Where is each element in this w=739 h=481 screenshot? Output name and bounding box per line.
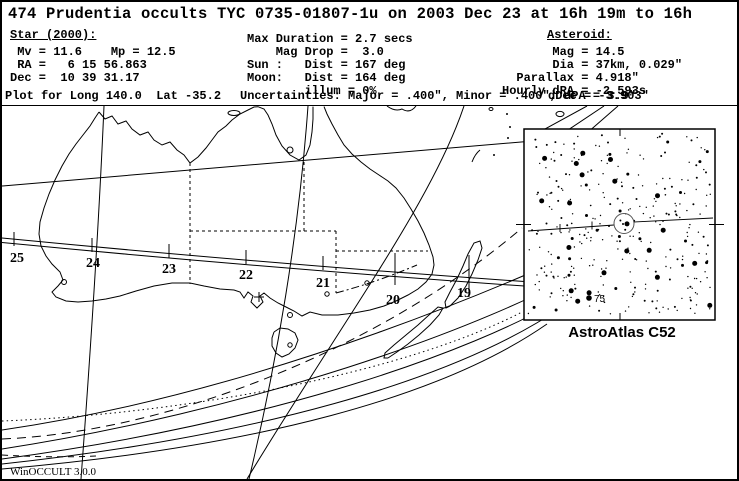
- groote-island: [287, 147, 293, 153]
- inset-frame: [523, 128, 716, 321]
- time-label-20: 20: [386, 293, 400, 308]
- asteroid-sky-track: [528, 218, 713, 231]
- reference-star-label: 75: [594, 294, 606, 305]
- city-markers: [61, 279, 370, 348]
- nz-south-island: [384, 307, 443, 358]
- path-time-ticks: [14, 232, 469, 297]
- time-label-23: 23: [162, 262, 176, 277]
- australia-coastline: [39, 106, 564, 358]
- target-star-circle: [613, 213, 635, 234]
- state-borders: [190, 162, 428, 293]
- map-canvas: 25 24 23 22 21 20 19 75 AstroAtlas C52 W…: [2, 106, 737, 480]
- star-mag-line: Mv = 11.6 Mp = 12.5: [10, 45, 176, 59]
- moon-dist-line: Moon: Dist = 164 deg: [247, 71, 406, 85]
- inset-edge-ticks: [516, 129, 724, 320]
- star-ra-line: RA = 6 15 56.863: [10, 58, 147, 72]
- tasmania-coastline: [272, 328, 298, 357]
- asteroid-block-heading: Asteroid:: [547, 28, 612, 42]
- time-label-19: 19: [457, 286, 471, 301]
- plot-site-line: Plot for Long 140.0 Lat -35.2: [5, 89, 222, 103]
- occultation-map: 25 24 23 22 21 20 19 75 AstroAtlas C52 W…: [2, 105, 737, 480]
- software-watermark: WinOCCULT 3.0.0: [10, 466, 97, 478]
- uncertainties-line: Uncertainties: Major = .400", Minor = .4…: [240, 89, 637, 103]
- star-chart-inset: 75 AstroAtlas C52: [516, 128, 724, 341]
- reference-star: [586, 295, 592, 301]
- new-caledonia: [472, 150, 480, 162]
- asteroid-ddec-line: dDec = -3.903": [548, 89, 649, 103]
- moon-illum-line: illum = 0%: [247, 84, 377, 98]
- asteroid-dra-line: Hourly dRA = -2.593s: [502, 84, 647, 98]
- asteroid-mag-line: Mag = 14.5: [502, 45, 625, 59]
- star-dec-line: Dec = 10 39 31.17: [10, 71, 140, 85]
- site-marker: [254, 292, 264, 302]
- sun-dist-line: Sun : Dist = 167 deg: [247, 58, 406, 72]
- small-island: [556, 111, 564, 116]
- event-title: 474 Prudentia occults TYC 0735-01807-1u …: [8, 5, 693, 23]
- max-duration-line: Max Duration = 2.7 secs: [247, 32, 413, 46]
- inset-caption: AstroAtlas C52: [568, 324, 676, 341]
- time-label-21: 21: [316, 276, 330, 291]
- star-block-heading: Star (2000):: [10, 28, 97, 42]
- time-label-22: 22: [239, 268, 253, 283]
- mag-drop-line: Mag Drop = 3.0: [247, 45, 384, 59]
- path-time-labels: 25 24 23 22 21 20 19: [10, 251, 471, 308]
- asteroid-dia-line: Dia = 37km, 0.029": [502, 58, 683, 72]
- inset-star-field: [527, 132, 713, 315]
- time-label-25: 25: [10, 251, 24, 266]
- time-label-24: 24: [86, 256, 100, 271]
- new-guinea-fragment: [387, 106, 416, 111]
- asteroid-parallax-line: Parallax = 4.918": [502, 71, 639, 85]
- melville-island: [228, 111, 240, 116]
